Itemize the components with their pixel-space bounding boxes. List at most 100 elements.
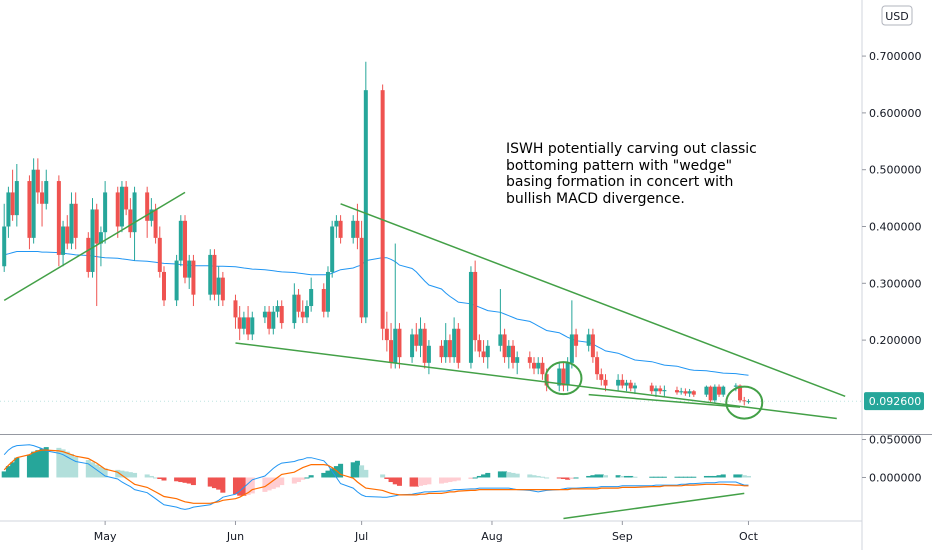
trendline [340, 203, 846, 398]
candle-body [557, 368, 562, 386]
candle-body [149, 209, 154, 221]
macd-histogram-bar [270, 477, 276, 489]
macd-histogram-bar [232, 477, 238, 495]
candle-body [481, 351, 486, 358]
macd-histogram-bar [5, 466, 11, 478]
candle-body [498, 334, 503, 346]
macd-histogram-bar [384, 477, 390, 479]
highlight-circle [544, 361, 583, 396]
candle-body [590, 334, 595, 358]
macd-histogram-bar [153, 477, 159, 479]
macd-histogram-bar [186, 477, 192, 484]
candle-body [10, 192, 15, 216]
candle-body [708, 386, 713, 401]
candle-body [443, 340, 448, 358]
macd-histogram-bar [649, 476, 655, 478]
candle-body [279, 306, 284, 324]
time-tick-label: Sep [612, 530, 633, 543]
macd-histogram-bar [132, 472, 138, 478]
candle-body [473, 271, 478, 341]
candle-body [191, 260, 196, 295]
candle-body [267, 311, 272, 329]
macd-histogram-bar [262, 477, 268, 492]
candle-body [717, 386, 722, 395]
currency-badge[interactable]: USD [881, 5, 913, 26]
candle-body [296, 294, 301, 312]
candle-body [40, 192, 45, 204]
candle-body [178, 220, 183, 261]
macd-histogram-bar [573, 477, 579, 479]
macd-histogram-bar [514, 473, 520, 478]
macd-histogram-bar [123, 471, 129, 478]
macd-histogram-bar [682, 476, 688, 478]
macd-histogram-bar [422, 477, 428, 486]
candle-body [325, 271, 330, 312]
trendline [235, 342, 837, 420]
candle-body [44, 181, 49, 204]
candle-body [359, 237, 364, 318]
candle-body [27, 181, 32, 238]
candle-body [384, 328, 389, 341]
candle-body [649, 385, 654, 392]
macd-line [3, 444, 749, 510]
candle-body [241, 317, 246, 329]
macd-histogram-bar [485, 472, 491, 478]
macd-histogram-bar [451, 477, 457, 482]
macd-histogram-bar [603, 475, 609, 478]
candle-body [712, 386, 717, 401]
macd-histogram-bar [556, 477, 562, 479]
macd-histogram-bar [98, 466, 104, 478]
macd-histogram-bar [241, 477, 247, 496]
last-price-tag: 0.092600 [864, 392, 924, 411]
macd-histogram-bar [544, 477, 550, 479]
macd-histogram-bar [535, 475, 541, 478]
candle-body [35, 169, 40, 193]
macd-trendline [563, 492, 745, 520]
candle-body [2, 226, 7, 267]
currency-label: USD [885, 10, 909, 23]
candle-body [73, 203, 78, 238]
candle-body [595, 357, 600, 375]
time-tick-label: Jul [354, 530, 368, 543]
candle-body [439, 345, 444, 358]
macd-histogram-bar [678, 476, 684, 478]
candle-body [216, 277, 221, 295]
macd-histogram-bar [615, 475, 621, 478]
candle-body [468, 271, 473, 363]
macd-histogram-bar [354, 460, 360, 478]
candle-body [485, 345, 490, 358]
candle-body [510, 345, 515, 363]
candle-body [6, 192, 11, 227]
macd-histogram-bar [594, 474, 600, 478]
macd-histogram-bar [178, 477, 184, 483]
candle-body [321, 288, 326, 312]
macd-histogram-bar [85, 460, 91, 478]
candle-body [574, 334, 579, 346]
macd-histogram-bar [39, 448, 45, 478]
candle-body [704, 386, 709, 395]
macd-histogram-bar [439, 477, 445, 484]
analysis-note: ISWH potentially carving out classic bot… [506, 141, 757, 207]
macd-histogram-bar [148, 475, 154, 478]
macd-histogram-bar [363, 469, 369, 478]
candle-body [187, 260, 192, 278]
macd-histogram-bar [476, 475, 482, 478]
price-tick-label: 0.300000 [869, 277, 922, 290]
macd-histogram-bar [396, 477, 402, 486]
macd-histogram-bar [1, 471, 7, 478]
candle-body [502, 334, 507, 358]
candle-body [212, 254, 217, 295]
macd-histogram-bar [300, 477, 306, 480]
candle-body [414, 334, 419, 346]
candle-body [456, 328, 461, 363]
macd-histogram-bar [60, 449, 66, 478]
candle-body [426, 345, 431, 363]
candle-body [309, 288, 314, 307]
price-tick-label: 0.700000 [869, 50, 922, 63]
candle-body [624, 382, 629, 386]
macd-histogram-bar [657, 476, 663, 478]
candle-body [351, 220, 356, 238]
macd-histogram-bar [531, 475, 537, 478]
